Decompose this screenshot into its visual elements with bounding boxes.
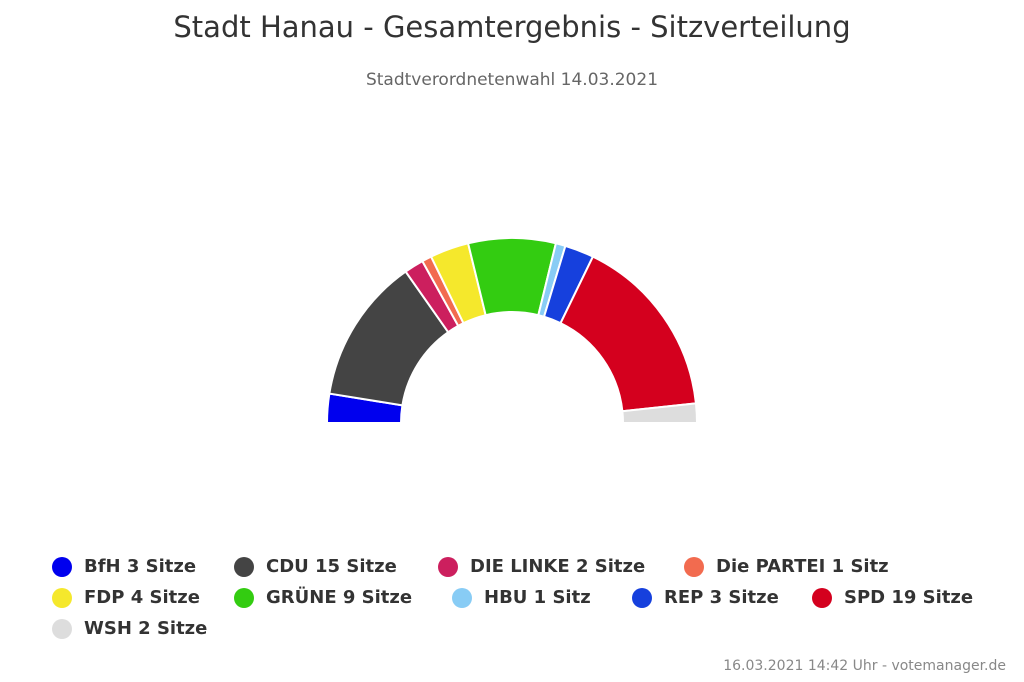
legend-item-die-partei[interactable]: Die PARTEI 1 Sitz [684, 556, 889, 577]
chart-title: Stadt Hanau - Gesamtergebnis - Sitzverte… [173, 10, 851, 44]
legend-item-die-linke[interactable]: DIE LINKE 2 Sitze [438, 556, 645, 577]
legend-item-gr-ne[interactable]: GRÜNE 9 Sitze [234, 587, 412, 608]
slice-spd[interactable] [559, 255, 698, 413]
legend-label: DIE LINKE 2 Sitze [470, 556, 646, 577]
legend-swatch [234, 587, 254, 608]
legend-swatch [812, 587, 832, 608]
legend-swatch [52, 587, 72, 608]
legend-swatch [234, 556, 254, 577]
legend-swatch [632, 587, 652, 608]
legend-label: Die PARTEI 1 Sitz [716, 556, 889, 577]
slice-wsh[interactable] [621, 402, 699, 424]
legend-label: BfH 3 Sitze [84, 556, 197, 577]
legend-item-rep[interactable]: REP 3 Sitze [632, 587, 779, 608]
legend-label: REP 3 Sitze [664, 587, 779, 608]
legend-label: SPD 19 Sitze [844, 587, 974, 608]
legend-label: GRÜNE 9 Sitze [266, 587, 413, 608]
legend-item-hbu[interactable]: HBU 1 Sitz [452, 587, 591, 608]
legend-label: CDU 15 Sitze [266, 556, 397, 577]
legend-item-cdu[interactable]: CDU 15 Sitze [234, 556, 397, 577]
legend-item-wsh[interactable]: WSH 2 Sitze [52, 618, 207, 639]
footer-timestamp: 16.03.2021 14:42 Uhr - votemanager.de [723, 658, 1006, 674]
legend-label: HBU 1 Sitz [484, 587, 591, 608]
chart-subtitle: Stadtverordnetenwahl 14.03.2021 [365, 70, 659, 90]
legend-swatch [52, 556, 72, 577]
legend-swatch [452, 587, 472, 608]
legend-item-spd[interactable]: SPD 19 Sitze [812, 587, 973, 608]
legend-swatch [52, 618, 72, 639]
legend-item-fdp[interactable]: FDP 4 Sitze [52, 587, 200, 608]
legend-label: WSH 2 Sitze [84, 618, 208, 639]
legend-label: FDP 4 Sitze [84, 587, 200, 608]
legend-swatch [684, 556, 704, 577]
legend-swatch [438, 556, 458, 577]
legend-item-bfh[interactable]: BfH 3 Sitze [52, 556, 196, 577]
